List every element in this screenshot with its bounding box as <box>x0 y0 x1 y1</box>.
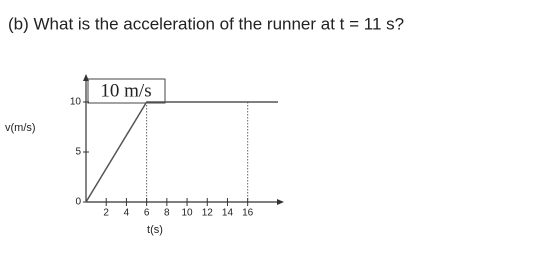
x-tick-label: 10 <box>181 208 193 219</box>
y-tick-label: 5 <box>75 147 81 158</box>
x-axis-label: t(s) <box>147 224 163 236</box>
x-tick-label: 12 <box>202 208 214 219</box>
x-tick-label: 14 <box>222 208 234 219</box>
x-tick-label: 4 <box>124 208 130 219</box>
annotation-box <box>87 78 166 104</box>
x-tick-label: 2 <box>103 208 109 219</box>
y-axis-label: v(m/s) <box>5 122 36 134</box>
y-tick-label: 0 <box>75 197 81 208</box>
x-tick-label: 16 <box>242 208 254 219</box>
x-axis-arrow <box>277 199 284 205</box>
annotation: 10 m/s <box>100 80 151 101</box>
y-axis-arrow <box>83 74 89 81</box>
x-tick-label: 8 <box>164 208 170 219</box>
y-tick-label: 10 <box>70 97 82 108</box>
velocity-line <box>85 101 278 203</box>
question-title: (b) What is the acceleration of the runn… <box>8 14 404 33</box>
x-tick-label: 6 <box>144 208 150 219</box>
